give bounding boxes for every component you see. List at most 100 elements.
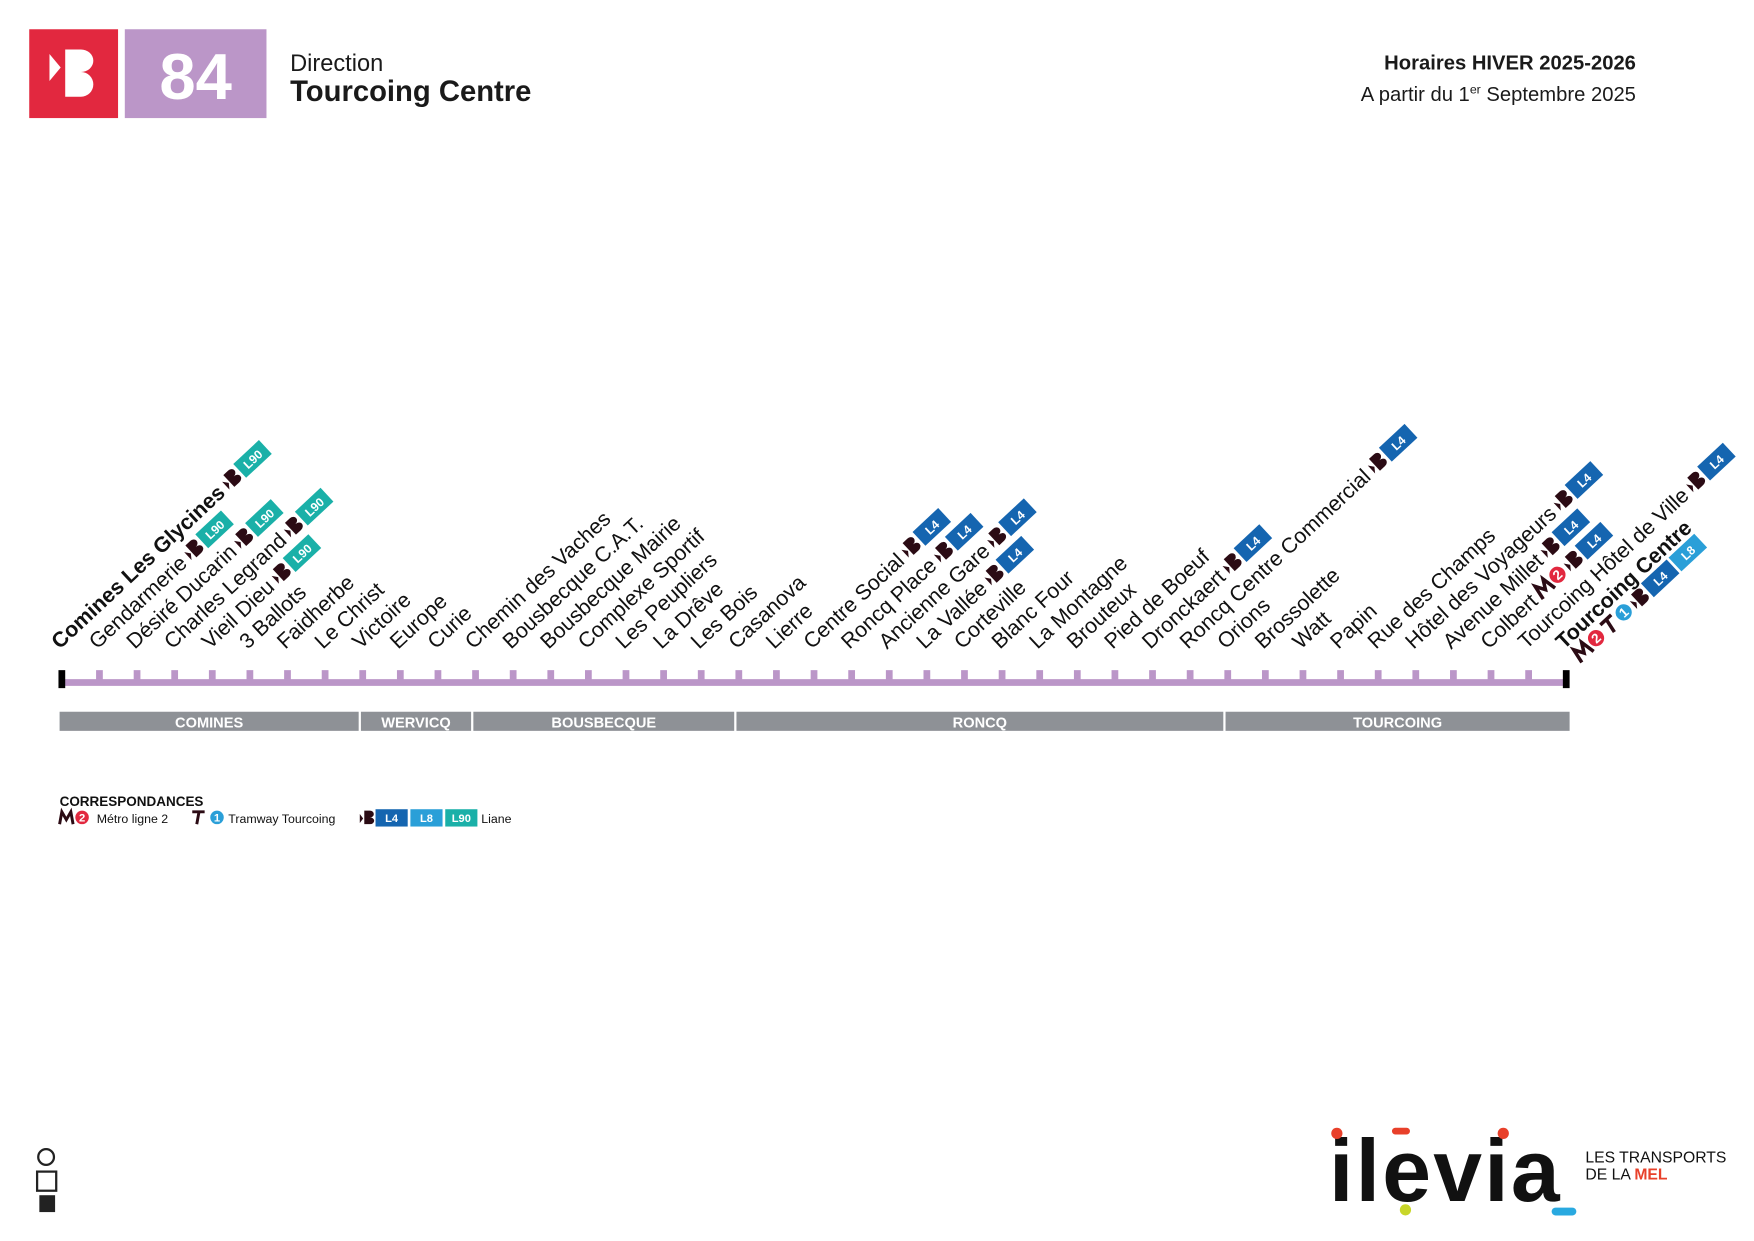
tagline: LES TRANSPORTS xyxy=(1585,1150,1726,1167)
stop-tick xyxy=(1036,670,1044,681)
stop-tick xyxy=(133,670,141,681)
validity-prefix: A partir du 1 xyxy=(1361,84,1470,106)
bus-icon xyxy=(359,810,375,825)
line-badge xyxy=(1574,521,1614,560)
zone-bar xyxy=(360,711,472,731)
legend-label: Liane xyxy=(481,812,511,826)
legend-label: Tramway Tourcoing xyxy=(228,812,335,826)
line-badge xyxy=(1378,423,1418,462)
stop-tick xyxy=(171,670,179,681)
stop-tick xyxy=(1186,670,1194,681)
stop-tick xyxy=(961,670,968,681)
zone-bar xyxy=(59,711,359,731)
line-badge xyxy=(1564,461,1604,499)
stop-tick xyxy=(321,670,329,681)
stop-tick xyxy=(1299,670,1307,681)
stop-tick xyxy=(773,670,780,681)
schedule-title: Horaires HIVER 2025-2026 xyxy=(1384,53,1636,75)
stop-tick xyxy=(1111,670,1119,681)
line-badge xyxy=(294,487,334,526)
bus-icon xyxy=(1222,553,1242,574)
stop-tick xyxy=(1337,670,1344,681)
stop-tick xyxy=(660,670,667,681)
metro-icon xyxy=(1569,638,1595,664)
stop-tick xyxy=(1412,670,1420,681)
stop-tick xyxy=(1149,670,1156,681)
line-badge xyxy=(1640,559,1680,598)
stop-tick xyxy=(1073,670,1081,681)
stop-tick xyxy=(1450,670,1457,681)
connection-circle xyxy=(1549,566,1566,583)
stop-tick xyxy=(547,670,555,681)
bus-icon xyxy=(222,469,242,490)
stop-tick xyxy=(1224,670,1232,681)
line-badge xyxy=(245,499,284,537)
zone-bar xyxy=(473,711,735,731)
bus-icon xyxy=(283,516,303,538)
stop-tick xyxy=(848,670,856,681)
legend-label: Métro ligne 2 xyxy=(97,812,169,826)
line-badge xyxy=(195,510,234,549)
bus-icon xyxy=(1553,490,1573,511)
logo-text: ilevia xyxy=(1329,1122,1562,1220)
stop-tick xyxy=(1261,670,1269,681)
bus-icon xyxy=(184,539,204,561)
line-badge xyxy=(1697,442,1736,481)
stop-tick xyxy=(359,670,367,681)
zone-bar xyxy=(1225,711,1570,731)
route-line xyxy=(61,679,1567,686)
connection-circle xyxy=(210,810,224,825)
stop-tick xyxy=(96,670,103,681)
bus-icon xyxy=(1629,588,1649,610)
brand-icon xyxy=(49,49,94,97)
stop-tick xyxy=(810,670,818,681)
bus-icon xyxy=(271,563,291,584)
validity: A partir du 1er Septembre 2025 xyxy=(1361,82,1636,106)
direction-label: Direction xyxy=(290,51,383,77)
line-badge-label: L4 xyxy=(385,813,399,825)
stop-tick xyxy=(885,670,893,681)
connection-circle xyxy=(1615,604,1632,621)
line-badge xyxy=(445,809,478,827)
stop-tick xyxy=(735,670,743,681)
bus-icon xyxy=(987,527,1007,548)
stop-tick xyxy=(396,670,404,681)
line-badge xyxy=(995,535,1035,574)
tagline-part: DE LA xyxy=(1585,1166,1634,1183)
line-badge-label: L8 xyxy=(420,813,433,825)
stop-tick xyxy=(1525,670,1532,681)
zone-name: WERVICQ xyxy=(381,715,451,731)
stop-tick xyxy=(998,670,1006,681)
route: Comines Les GlycinesL90GendarmerieL90Dés… xyxy=(47,423,1736,731)
line-badge xyxy=(233,440,272,478)
line-badge xyxy=(282,534,322,572)
line-badge xyxy=(1551,508,1591,547)
zone-name: TOURCOING xyxy=(1353,715,1442,731)
stop-tick xyxy=(434,670,442,681)
tram-icon xyxy=(1599,613,1616,634)
stop-tick xyxy=(1487,670,1495,681)
connection-circle xyxy=(1587,630,1605,647)
line-badge xyxy=(912,508,952,546)
bus-icon xyxy=(901,537,921,558)
line-badge xyxy=(410,809,443,827)
bus-icon xyxy=(933,541,953,563)
line-badge xyxy=(375,809,408,827)
metro-icon xyxy=(58,807,75,825)
stop-tick xyxy=(472,670,479,681)
line-badge xyxy=(998,498,1037,537)
line-badge xyxy=(944,512,984,551)
tagline-part: MEL xyxy=(1634,1166,1668,1183)
stop-tick xyxy=(509,670,517,681)
connection-number: 1 xyxy=(214,812,220,824)
direction: Tourcoing Centre xyxy=(290,76,531,108)
tagline: DE LA MEL xyxy=(1585,1166,1668,1183)
stop-tick xyxy=(622,670,630,681)
stop-tick xyxy=(208,670,216,681)
line-badge xyxy=(1668,533,1708,572)
tram-icon xyxy=(192,810,205,825)
validity-suffix: Septembre 2025 xyxy=(1481,84,1636,106)
bus-icon xyxy=(1686,471,1706,493)
connection-circle xyxy=(75,810,89,825)
